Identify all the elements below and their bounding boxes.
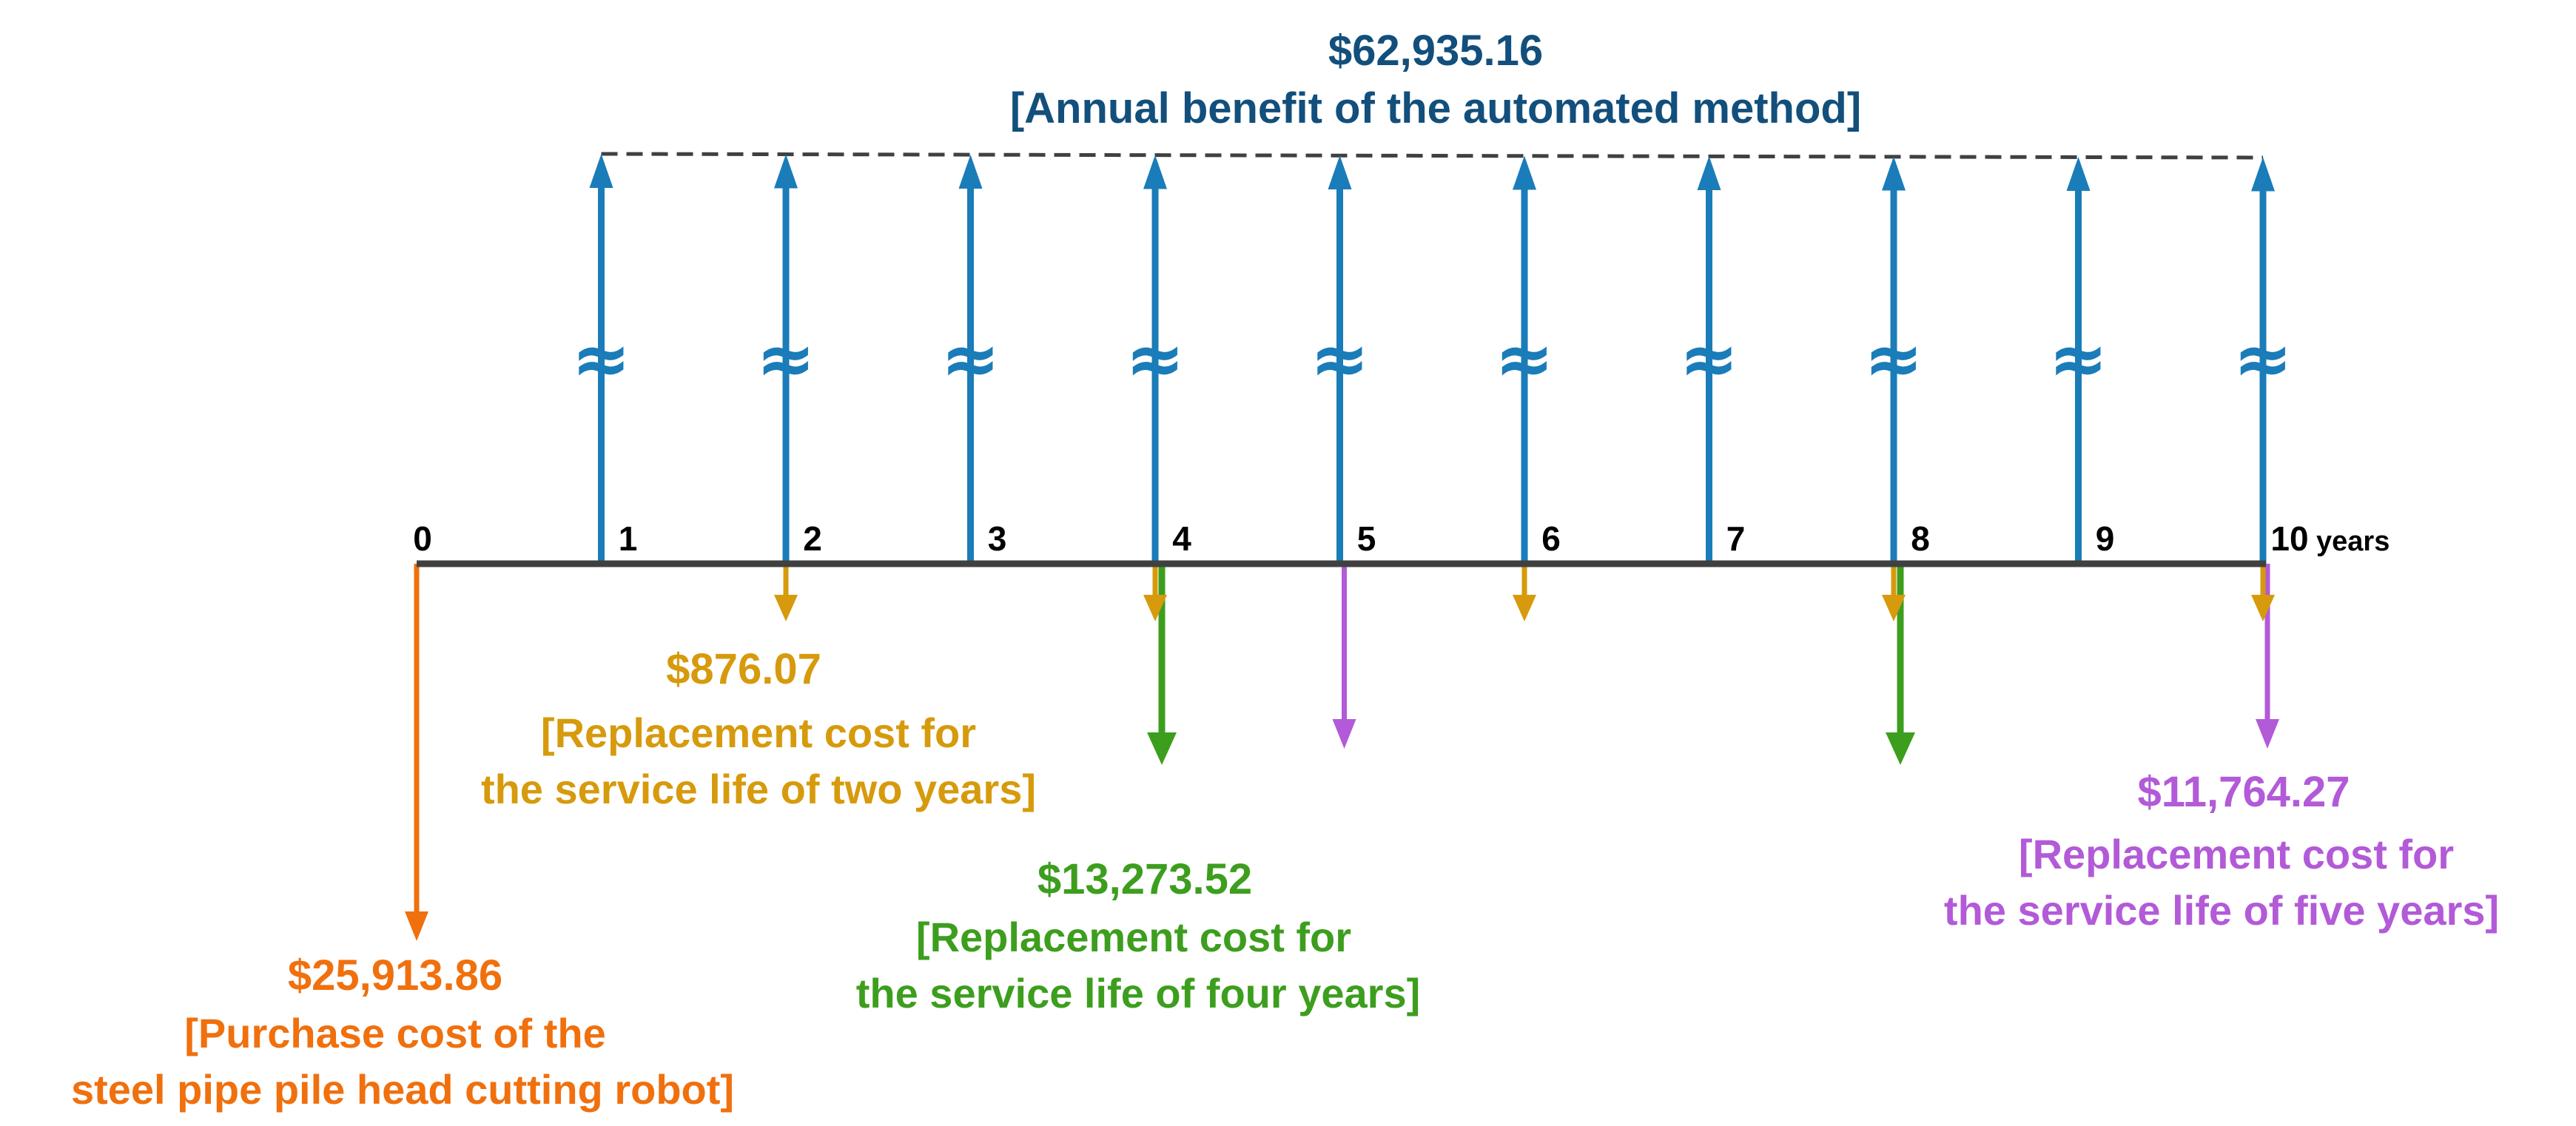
purchase-description-line-2: steel pipe pile head cutting robot] (71, 1066, 734, 1113)
benefit-arrow-year-2: ≈ (756, 154, 815, 564)
tick-label-9: 9 (2096, 519, 2115, 558)
tick-label-3: 3 (988, 519, 1007, 558)
five-year-description-line-2: the service life of five years] (1944, 887, 2499, 934)
break-symbol: ≈ (1495, 317, 1554, 400)
four-year-arrow-year-4 (1147, 564, 1177, 765)
break-symbol: ≈ (1864, 317, 1923, 400)
four-year-description-line-1: [Replacement cost for (916, 914, 1351, 960)
break-symbol: ≈ (2233, 317, 2293, 400)
five-year-arrow-year-5 (1332, 564, 1356, 749)
purchase-amount: $25,913.86 (288, 951, 502, 999)
benefit-arrow-year-5: ≈ (1310, 155, 1370, 564)
benefit-arrow-year-4: ≈ (1126, 155, 1185, 564)
purchase-arrow-year-0 (405, 564, 428, 941)
break-symbol: ≈ (571, 317, 630, 400)
benefit-arrow-year-8: ≈ (1864, 156, 1923, 564)
break-symbol: ≈ (756, 317, 815, 400)
break-symbol: ≈ (1310, 317, 1369, 400)
two-year-arrow-year-10 (2251, 564, 2275, 621)
five-year-amount: $11,764.27 (2137, 768, 2350, 816)
two-year-arrow-year-6 (1513, 564, 1536, 621)
tick-label-7: 7 (1726, 519, 1746, 558)
benefit-arrow-year-9: ≈ (2048, 157, 2108, 564)
benefit-arrow-year-7: ≈ (1679, 156, 1739, 564)
two-year-arrow-year-4 (1143, 564, 1167, 621)
tick-label-4: 4 (1172, 519, 1191, 558)
benefit-amount: $62,935.16 (1328, 27, 1543, 75)
tick-labels: 0 1 2 3 4 5 6 7 8 9 10 years (413, 519, 2390, 558)
break-symbol: ≈ (1126, 317, 1185, 400)
break-symbol: ≈ (1679, 317, 1738, 400)
benefit-description: [Annual benefit of the automated method] (1010, 84, 1861, 132)
two-year-amount: $876.07 (666, 645, 821, 693)
two-year-arrow-year-8 (1882, 564, 1906, 621)
five-year-description-line-1: [Replacement cost for (2019, 831, 2454, 877)
benefit-arrow-year-10: ≈ (2233, 157, 2293, 564)
tick-label-10: 10 (2270, 519, 2308, 558)
purchase-description-line-1: [Purchase cost of the (184, 1010, 605, 1056)
two-year-description-line-2: the service life of two years] (481, 766, 1036, 812)
five-year-arrow-year-10 (2256, 564, 2279, 749)
break-symbol: ≈ (2048, 317, 2108, 400)
tick-label-0: 0 (413, 519, 432, 558)
benefit-arrow-year-1: ≈ (571, 154, 631, 564)
tick-label-1: 1 (619, 519, 638, 558)
two-year-description-line-1: [Replacement cost for (541, 709, 976, 756)
benefit-dashed-line (601, 152, 2264, 160)
four-year-description-line-2: the service life of four years] (856, 970, 1421, 1017)
break-symbol: ≈ (941, 317, 1000, 400)
four-year-amount: $13,273.52 (1038, 855, 1252, 903)
tick-label-2: 2 (803, 519, 822, 558)
tick-label-8: 8 (1911, 519, 1930, 558)
benefit-arrow-year-3: ≈ (941, 155, 1001, 564)
two-year-arrow-year-2 (774, 564, 798, 621)
tick-label-5: 5 (1357, 519, 1376, 558)
tick-label-6: 6 (1541, 519, 1561, 558)
benefit-arrow-year-6: ≈ (1495, 155, 1554, 564)
unit-label: years (2316, 526, 2390, 557)
arrow-layer: ≈ ≈ ≈ ≈ ≈ ≈ ≈ ≈ ≈ ≈ (405, 154, 2293, 941)
four-year-arrow-year-8 (1886, 564, 1915, 765)
